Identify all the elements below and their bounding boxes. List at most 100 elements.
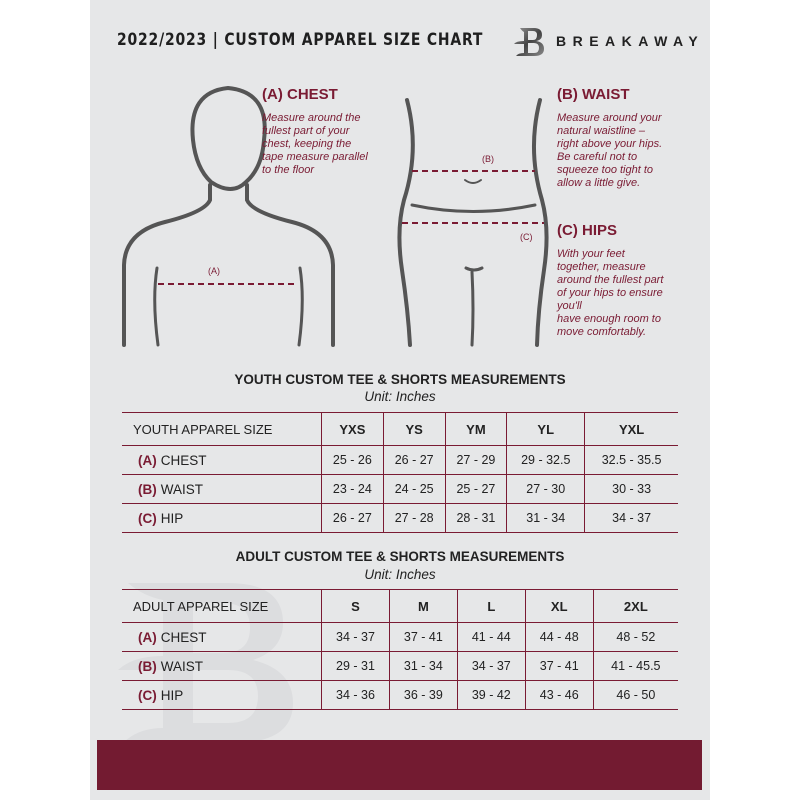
description-line: have enough room to xyxy=(557,313,661,325)
measurement-value: 37 - 41 xyxy=(388,622,458,652)
adult-section-title: ADULT CUSTOM TEE & SHORTS MEASUREMENTS xyxy=(235,549,565,564)
crotch-outline xyxy=(464,266,484,347)
measurement-value: 34 - 37 xyxy=(321,622,390,652)
table-row: (B) WAIST 23 - 24 24 - 25 25 - 27 27 - 30 30 -… xyxy=(122,474,678,504)
description-line: around the fullest part xyxy=(557,274,664,286)
description-line: you'll xyxy=(557,300,582,312)
hips-marker: (C) xyxy=(520,232,533,242)
measurement-label: (C) HIP xyxy=(122,503,322,533)
youth-size-table: YOUTH APPAREL SIZE YXS YS YM YL YXL (A) CHEST 25… xyxy=(122,412,678,533)
waist-heading: (B) WAIST xyxy=(557,86,630,103)
description-line: allow a little give. xyxy=(557,177,641,189)
measurement-value: 41 - 45.5 xyxy=(592,651,678,681)
chest-marker: (A) xyxy=(208,266,220,276)
measurement-label: (C) HIP xyxy=(122,680,322,710)
size-column-header: 2XL xyxy=(592,589,678,623)
measurement-name: WAIST xyxy=(160,658,203,674)
adult-unit: Unit: Inches xyxy=(364,567,436,582)
measurement-value: 36 - 39 xyxy=(388,680,458,710)
measurement-label: (B) WAIST xyxy=(122,474,322,504)
table-row: (B) WAIST 29 - 31 31 - 34 34 - 37 37 - 41 41 -… xyxy=(122,651,678,681)
size-column-header: YXL xyxy=(584,412,678,446)
measurement-value: 25 - 26 xyxy=(321,445,384,475)
measurement-value: 46 - 50 xyxy=(592,680,678,710)
measurement-code: (B) xyxy=(138,658,157,674)
measurement-value: 31 - 34 xyxy=(506,503,585,533)
measurement-value: 27 - 28 xyxy=(382,503,446,533)
table-header-row: YOUTH APPAREL SIZE YXS YS YM YL YXL xyxy=(122,412,678,446)
measurement-code: (C) xyxy=(138,687,157,703)
description-line: tape measure parallel xyxy=(262,151,368,163)
measurement-name: HIP xyxy=(160,510,184,526)
chest-heading: (A) CHEST xyxy=(262,86,338,103)
measurement-value: 29 - 31 xyxy=(321,651,390,681)
measurement-code: (B) xyxy=(138,481,157,497)
upper-body-left-outline xyxy=(122,183,212,347)
youth-unit: Unit: Inches xyxy=(364,389,436,404)
description-line: together, measure xyxy=(557,261,646,273)
table-row: (C) HIP 26 - 27 27 - 28 28 - 31 31 - 34 34 - 3… xyxy=(122,503,678,533)
size-column-header: YXS xyxy=(321,412,384,446)
measurement-value: 28 - 31 xyxy=(444,503,507,533)
footer-band xyxy=(97,740,702,790)
size-header-label: YOUTH APPAREL SIZE xyxy=(122,412,322,446)
measurement-value: 31 - 34 xyxy=(388,651,458,681)
measurement-value: 29 - 32.5 xyxy=(506,445,585,475)
measurement-label: (B) WAIST xyxy=(122,651,322,681)
description-line: right above your hips. xyxy=(557,138,663,150)
measurement-name: CHEST xyxy=(160,629,207,645)
hips-description: With your feet together, measure around th… xyxy=(557,248,663,339)
measurement-value: 32.5 - 35.5 xyxy=(584,445,678,475)
description-line: fullest part of your xyxy=(262,125,350,137)
description-line: natural waistline – xyxy=(557,125,646,137)
measurement-value: 34 - 36 xyxy=(321,680,390,710)
measurement-value: 23 - 24 xyxy=(321,474,384,504)
measurement-value: 39 - 42 xyxy=(456,680,526,710)
measurement-value: 27 - 30 xyxy=(506,474,585,504)
description-line: With your feet xyxy=(557,248,625,260)
measurement-name: HIP xyxy=(160,687,184,703)
waist-description: Measure around your natural waistline – ri… xyxy=(557,112,662,190)
measurement-code: (A) xyxy=(138,629,157,645)
measurement-value: 24 - 25 xyxy=(382,474,446,504)
size-column-header: YS xyxy=(382,412,446,446)
table-header-row: ADULT APPAREL SIZE S M L XL 2XL xyxy=(122,589,678,623)
upper-body-right-outline xyxy=(245,183,335,347)
description-line: move comfortably. xyxy=(557,326,647,338)
measurement-value: 30 - 33 xyxy=(584,474,678,504)
measurement-label: (A) CHEST xyxy=(122,622,322,652)
measurement-label: (A) CHEST xyxy=(122,445,322,475)
measurement-value: 41 - 44 xyxy=(456,622,526,652)
measurement-value: 37 - 41 xyxy=(524,651,594,681)
table-row: (A) CHEST 34 - 37 37 - 41 41 - 44 44 - 48 48 -… xyxy=(122,622,678,652)
chest-description: Measure around the fullest part of your ch… xyxy=(262,112,368,177)
measurement-value: 26 - 27 xyxy=(382,445,446,475)
measurement-value: 48 - 52 xyxy=(592,622,678,652)
measurement-value: 25 - 27 xyxy=(444,474,507,504)
size-column-header: S xyxy=(321,589,390,623)
measurement-value: 34 - 37 xyxy=(584,503,678,533)
measurement-value: 34 - 37 xyxy=(456,651,526,681)
measurement-name: WAIST xyxy=(160,481,203,497)
page-title: 2022/2023 | CUSTOM APPAREL SIZE CHART xyxy=(117,30,484,50)
description-line: Be careful not to xyxy=(557,151,638,163)
torso-right-outline xyxy=(531,98,549,347)
size-column-header: L xyxy=(456,589,526,623)
measurement-value: 27 - 29 xyxy=(444,445,507,475)
breakaway-logo-icon xyxy=(514,28,544,56)
measurement-value: 43 - 46 xyxy=(524,680,594,710)
measurement-value: 44 - 48 xyxy=(524,622,594,652)
measurement-value: 26 - 27 xyxy=(321,503,384,533)
description-line: to the floor xyxy=(262,164,314,176)
description-line: of your hips to ensure xyxy=(557,287,663,299)
adult-size-table: ADULT APPAREL SIZE S M L XL 2XL (A) CHEST 34 - 3… xyxy=(122,589,678,710)
torso-left-outline xyxy=(397,98,415,347)
brand-name: BREAKAWAY xyxy=(556,33,705,49)
description-line: Measure around your xyxy=(557,112,662,124)
size-header-label: ADULT APPAREL SIZE xyxy=(122,589,322,623)
measurement-code: (C) xyxy=(138,510,157,526)
measurement-code: (A) xyxy=(138,452,157,468)
size-column-header: XL xyxy=(524,589,594,623)
waistband-outline xyxy=(410,203,537,213)
measurement-name: CHEST xyxy=(160,452,207,468)
